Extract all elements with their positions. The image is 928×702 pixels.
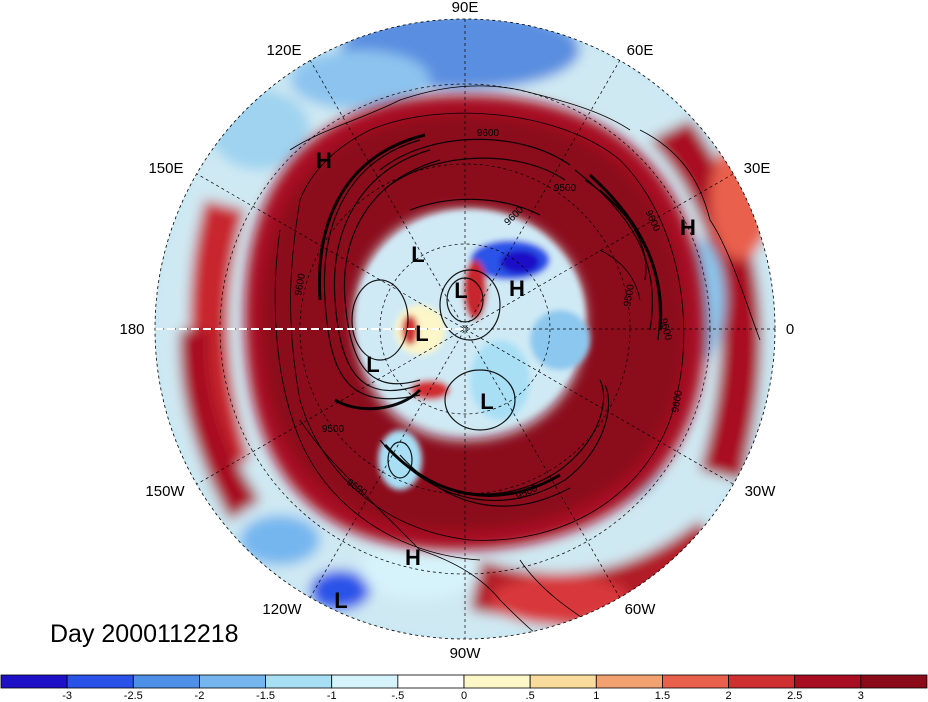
colorbar-box: [132, 674, 200, 689]
lon-label-0: 0: [786, 321, 794, 338]
map-boundary: [154, 18, 776, 640]
colorbar-boxes: [0, 674, 928, 689]
colorbar-box: [728, 674, 796, 689]
low-pressure-marker: L: [334, 588, 347, 613]
colorbar-tick-label: -3: [62, 690, 72, 702]
colorbar-tick-label: 1.5: [655, 690, 670, 702]
colorbar-tick-label: .5: [526, 690, 535, 702]
anomaly-field: [155, 19, 775, 639]
colorbar-box: [199, 674, 266, 689]
colorbar: -3 -2.5 -2 -1.5 -1 -.5 0 .5 1 1.5 2 2.5 3: [0, 674, 928, 702]
contour-label: 9600: [293, 272, 308, 296]
low-pressure-marker: L: [454, 278, 467, 303]
lon-label-60w: 60W: [625, 601, 657, 618]
lon-label-90w: 90W: [450, 645, 482, 662]
longitude-labels: 90E 60E 30E 0 30W 60W 90W 120W 150W 180 …: [119, 0, 794, 662]
contour-label: 9500: [322, 424, 345, 435]
colorbar-tick-label: 2.5: [787, 690, 802, 702]
contour-label: 9500: [554, 183, 577, 194]
colorbar-tick-label: 1: [593, 690, 599, 702]
colorbar-ticks: -3 -2.5 -2 -1.5 -1 -.5 0 .5 1 1.5 2 2.5 3: [62, 690, 864, 702]
colorbar-tick-label: -1: [327, 690, 337, 702]
contour-label: 9600: [477, 128, 500, 139]
high-pressure-marker: H: [509, 276, 525, 301]
high-pressure-marker: H: [316, 148, 332, 173]
lon-label-180: 180: [119, 321, 144, 338]
lon-label-120w: 120W: [262, 601, 302, 618]
colorbar-tick-label: -2: [195, 690, 205, 702]
high-pressure-marker: H: [405, 545, 421, 570]
colorbar-box: [860, 674, 928, 689]
high-pressure-marker: H: [680, 215, 696, 240]
low-pressure-marker: L: [366, 352, 379, 377]
contour-label: 9500: [622, 283, 637, 307]
colorbar-box: [529, 674, 597, 689]
colorbar-tick-label: 3: [858, 690, 864, 702]
pressure-systems: H H H H L L L L L L: [316, 148, 696, 613]
colorbar-tick-label: 0: [461, 690, 467, 702]
colorbar-tick-label: -1.5: [256, 690, 275, 702]
lon-label-60e: 60E: [627, 42, 654, 59]
colorbar-box: [463, 674, 531, 689]
lon-label-30e: 30E: [744, 160, 771, 177]
colorbar-box: [331, 674, 399, 689]
colorbar-tick-label: 2: [726, 690, 732, 702]
lon-label-120e: 120E: [266, 42, 301, 59]
lon-label-30w: 30W: [745, 483, 777, 500]
colorbar-box: [265, 674, 333, 689]
contour-label: 9600: [670, 389, 685, 413]
lon-label-150w: 150W: [145, 483, 185, 500]
day-label: Day 2000112218: [50, 620, 239, 648]
low-pressure-marker: L: [415, 321, 428, 346]
colorbar-box: [794, 674, 862, 689]
polar-map: 90E 60E 30E 0 30W 60W 90W 120W 150W 180 …: [119, 0, 794, 662]
colorbar-tick-label: -2.5: [124, 690, 143, 702]
colorbar-tick-label: -.5: [391, 690, 404, 702]
low-pressure-marker: L: [411, 242, 424, 267]
colorbar-box: [397, 674, 465, 689]
colorbar-box: [662, 674, 729, 689]
colorbar-box: [0, 674, 68, 689]
lon-label-90e: 90E: [452, 0, 479, 16]
colorbar-box: [66, 674, 134, 689]
low-pressure-marker: L: [480, 389, 493, 414]
colorbar-box: [595, 674, 663, 689]
lon-label-150e: 150E: [148, 160, 183, 177]
